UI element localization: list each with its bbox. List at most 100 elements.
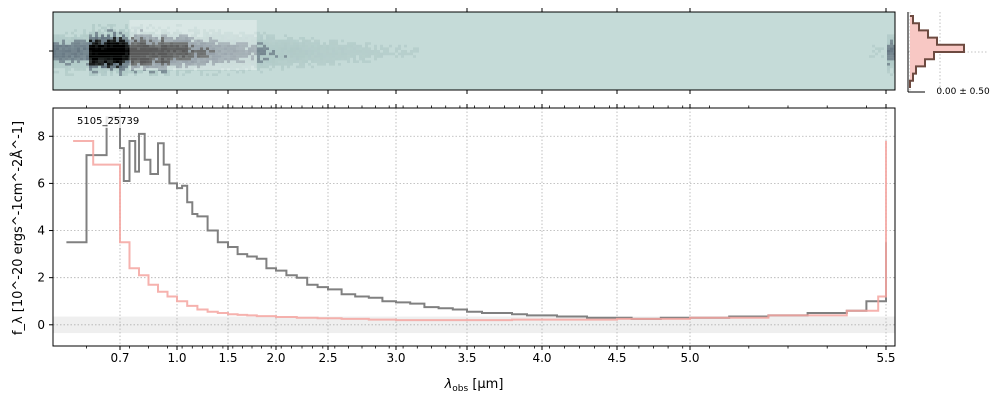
- spectrum-2d-pixel: [374, 57, 377, 61]
- spectrum-2d-pixel: [350, 42, 353, 45]
- spectrum-2d-pixel: [176, 29, 179, 32]
- spectrum-2d-pixel: [185, 50, 188, 53]
- spectrum-2d-pixel: [353, 60, 356, 63]
- spectrum-2d-pixel: [359, 52, 362, 56]
- spectrum-2d-pixel: [110, 55, 113, 58]
- spectrum-2d-pixel: [164, 44, 167, 48]
- spectrum-2d-pixel: [74, 44, 77, 48]
- spectrum-2d-pixel: [341, 39, 344, 43]
- spectrum-2d-pixel: [344, 52, 347, 56]
- spectrum-2d-pixel: [125, 70, 128, 74]
- spectrum-2d-pixel: [158, 44, 161, 48]
- spectrum-2d-pixel: [281, 55, 284, 58]
- spectrum-2d-pixel: [86, 60, 89, 63]
- spectrum-2d-pixel: [197, 47, 200, 50]
- spectrum-2d-pixel: [128, 57, 131, 61]
- spectrum-2d-pixel: [167, 55, 170, 58]
- spectrum-2d-pixel: [242, 55, 245, 58]
- spectrum-2d-pixel: [185, 39, 188, 43]
- spectrum-2d-pixel: [128, 50, 131, 53]
- spectrum-2d-pixel: [197, 31, 200, 35]
- spectrum-2d-pixel: [887, 60, 890, 63]
- spectrum-2d-pixel: [890, 60, 893, 63]
- spectrum-2d-pixel: [92, 55, 95, 58]
- spectrum-2d-pixel: [152, 55, 155, 58]
- spectrum-2d-pixel: [194, 63, 197, 66]
- spectrum-2d-pixel: [224, 63, 227, 66]
- spectrum-2d-pixel: [152, 63, 155, 66]
- spectrum-2d-pixel: [305, 57, 308, 61]
- spectrum-2d-pixel: [365, 44, 368, 48]
- spectrum-2d-pixel: [197, 29, 200, 32]
- spectrum-2d-pixel: [221, 50, 224, 53]
- spectrum-2d-pixel: [251, 42, 254, 45]
- spectrum-2d-pixel: [125, 50, 128, 53]
- spectrum-2d-pixel: [365, 55, 368, 58]
- spectrum-2d-pixel: [89, 57, 92, 61]
- spectrum-2d-pixel: [269, 47, 272, 50]
- spectrum-2d-pixel: [299, 57, 302, 61]
- spectrum-2d-pixel: [80, 39, 83, 43]
- spectrum-2d-pixel: [260, 60, 263, 63]
- spectrum-2d-pixel: [77, 37, 80, 40]
- spectrum-2d-pixel: [92, 26, 95, 30]
- spectrum-2d-pixel: [107, 63, 110, 66]
- spectrum-2d-pixel: [131, 60, 134, 63]
- spectrum-2d-pixel: [53, 70, 56, 74]
- spectrum-2d-pixel: [191, 65, 194, 69]
- spectrum-2d-pixel: [365, 52, 368, 56]
- spectrum-2d-pixel: [131, 42, 134, 45]
- spectrum-2d-pixel: [74, 50, 77, 53]
- spectrum-2d-pixel: [65, 39, 68, 43]
- spectrum-2d-pixel: [410, 52, 413, 56]
- spectrum-2d-pixel: [257, 34, 260, 37]
- spectrum-2d-pixel: [350, 52, 353, 56]
- spectrum-2d-pixel: [248, 68, 251, 71]
- spectrum-2d-pixel: [260, 63, 263, 66]
- spectrum-2d-pixel: [128, 31, 131, 35]
- spectrum-2d-pixel: [179, 68, 182, 71]
- spectrum-2d-pixel: [68, 73, 71, 76]
- spectrum-2d-pixel: [299, 47, 302, 50]
- spectrum-2d-pixel: [188, 70, 191, 74]
- spectrum-2d-pixel: [323, 57, 326, 61]
- spectrum-2d-pixel: [104, 70, 107, 74]
- spectrum-2d-pixel: [242, 65, 245, 69]
- spectrum-2d-pixel: [362, 57, 365, 61]
- spectrum-2d-pixel: [104, 44, 107, 48]
- spectrum-2d-pixel: [209, 60, 212, 63]
- spectrum-2d-pixel: [266, 37, 269, 40]
- spectrum-2d-pixel: [206, 68, 209, 71]
- spectrum-2d-pixel: [278, 57, 281, 61]
- spectrum-2d-pixel: [113, 24, 116, 27]
- spectrum-2d-pixel: [215, 68, 218, 71]
- spectrum-2d-pixel: [95, 50, 98, 53]
- spectrum-2d-pixel: [116, 65, 119, 69]
- spectrum-2d-pixel: [134, 52, 137, 56]
- spectrum-2d-pixel: [257, 44, 260, 48]
- spectrum-2d-pixel: [338, 47, 341, 50]
- spectrum-2d-pixel: [293, 42, 296, 45]
- spectrum-2d-pixel: [236, 55, 239, 58]
- spectrum-2d-pixel: [119, 65, 122, 69]
- spectrum-2d-pixel: [155, 37, 158, 40]
- spectrum-2d-pixel: [251, 57, 254, 61]
- spectrum-2d-pixel: [881, 55, 884, 58]
- spectrum-2d-pixel: [323, 42, 326, 45]
- spectrum-2d-pixel: [218, 44, 221, 48]
- spectrum-2d-pixel: [320, 55, 323, 58]
- spectrum-2d-pixel: [101, 39, 104, 43]
- spectrum-2d-pixel: [230, 60, 233, 63]
- spectrum-2d-pixel: [158, 50, 161, 53]
- spectrum-2d-pixel: [191, 34, 194, 37]
- spectrum-2d-pixel: [194, 65, 197, 69]
- spectrum-2d-pixel: [290, 57, 293, 61]
- spectrum-2d-pixel: [383, 50, 386, 53]
- spectrum-2d-pixel: [182, 44, 185, 48]
- spectrum-2d-pixel: [203, 68, 206, 71]
- spectrum-2d-pixel: [116, 57, 119, 61]
- spectrum-2d-pixel: [179, 44, 182, 48]
- spectrum-2d-pixel: [305, 50, 308, 53]
- spectrum-2d-pixel: [233, 60, 236, 63]
- spectrum-2d-pixel: [83, 63, 86, 66]
